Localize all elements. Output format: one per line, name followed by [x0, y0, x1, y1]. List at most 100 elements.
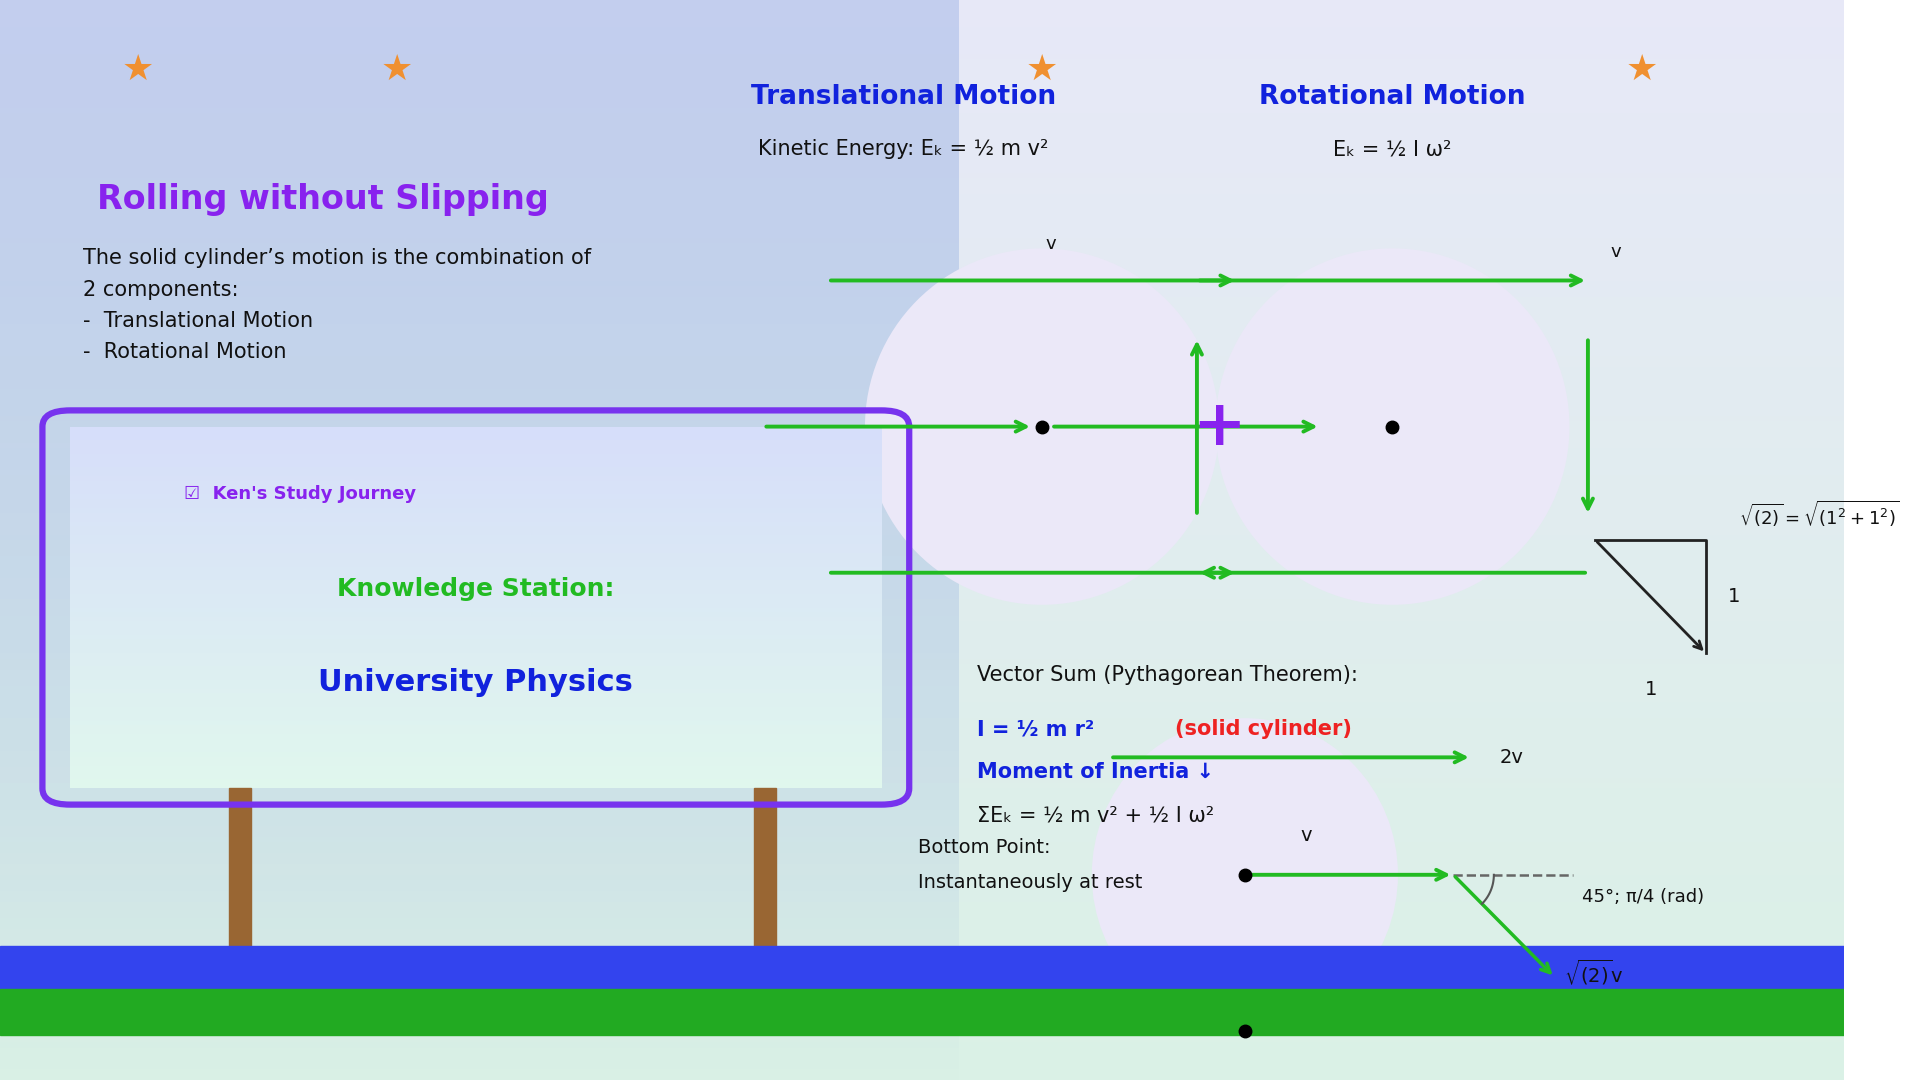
Bar [71, 503, 881, 508]
Text: Knowledge Station:: Knowledge Station: [338, 577, 614, 600]
Bar [0, 486, 958, 491]
Bar [0, 799, 1845, 805]
Bar [0, 977, 1845, 983]
Bar [0, 983, 958, 988]
Bar [0, 464, 958, 470]
Bar [0, 729, 1845, 734]
Bar [0, 648, 1845, 653]
Bar [0, 1026, 1845, 1031]
Bar [71, 585, 881, 590]
Bar [71, 445, 881, 449]
Bar [0, 972, 1845, 977]
Bar [0, 691, 1845, 697]
Bar [71, 652, 881, 658]
Bar [0, 302, 1845, 308]
Bar [0, 167, 958, 173]
Bar [0, 605, 958, 610]
Bar [0, 324, 958, 329]
Bar [71, 603, 881, 607]
Bar [0, 594, 1845, 599]
Bar [0, 1037, 1845, 1042]
Bar [0, 626, 958, 632]
Bar [0, 313, 958, 319]
Bar [71, 698, 881, 702]
Bar [0, 16, 1845, 22]
Bar [71, 567, 881, 571]
Bar [755, 788, 776, 977]
Text: Rolling without Slipping: Rolling without Slipping [96, 184, 549, 216]
Bar [71, 770, 881, 774]
Bar [0, 405, 958, 410]
Bar [0, 464, 1845, 470]
Bar [0, 994, 958, 999]
Bar [0, 923, 958, 929]
Bar [0, 65, 1845, 70]
Bar [71, 449, 881, 454]
Bar [0, 810, 1845, 815]
Bar [0, 119, 958, 124]
Bar [0, 157, 958, 162]
Bar [0, 875, 1845, 880]
Bar [0, 178, 958, 184]
Text: I = ½ m r²: I = ½ m r² [977, 719, 1102, 739]
Bar [0, 205, 1845, 211]
Bar [71, 639, 881, 644]
Bar [0, 907, 958, 913]
Bar [0, 11, 1845, 16]
Bar [0, 724, 958, 729]
Bar [71, 549, 881, 553]
Bar [0, 756, 958, 761]
Bar [71, 594, 881, 598]
Bar [0, 146, 958, 151]
Bar [0, 378, 958, 383]
Bar [71, 630, 881, 635]
Bar [71, 617, 881, 621]
Bar [0, 583, 958, 589]
Bar [0, 832, 958, 837]
Bar [0, 891, 958, 896]
Bar [0, 869, 1845, 875]
Bar [71, 662, 881, 666]
Bar [0, 983, 1845, 988]
Bar [0, 189, 958, 194]
Bar [0, 54, 958, 59]
Bar [0, 243, 1845, 248]
Bar [0, 297, 958, 302]
Bar [0, 896, 1845, 902]
Bar [0, 594, 958, 599]
Bar [0, 1064, 958, 1069]
Bar [0, 508, 958, 513]
Bar [0, 702, 1845, 707]
Bar [0, 1048, 1845, 1053]
Text: Translational Motion: Translational Motion [751, 84, 1056, 110]
Bar [0, 805, 1845, 810]
Bar [0, 335, 958, 340]
Bar [0, 945, 958, 950]
Bar [0, 221, 1845, 227]
Bar [0, 907, 1845, 913]
Bar [71, 635, 881, 639]
Bar [0, 200, 958, 205]
Bar [0, 767, 1845, 772]
Text: 1: 1 [1644, 680, 1657, 700]
Bar [71, 780, 881, 784]
Bar [0, 184, 958, 189]
Bar [0, 356, 1845, 362]
Bar [0, 637, 958, 643]
Bar [0, 329, 1845, 335]
Bar [71, 522, 881, 526]
Bar [0, 383, 958, 389]
Bar [0, 772, 958, 778]
Bar [0, 351, 958, 356]
Bar [0, 243, 958, 248]
Bar [0, 151, 1845, 157]
Bar [71, 576, 881, 580]
Bar [0, 891, 1845, 896]
Bar [0, 1058, 1845, 1064]
Bar [0, 54, 1845, 59]
Bar [0, 59, 1845, 65]
Bar [0, 556, 1845, 562]
Bar [71, 481, 881, 485]
Bar [0, 162, 958, 167]
Bar [0, 589, 958, 594]
